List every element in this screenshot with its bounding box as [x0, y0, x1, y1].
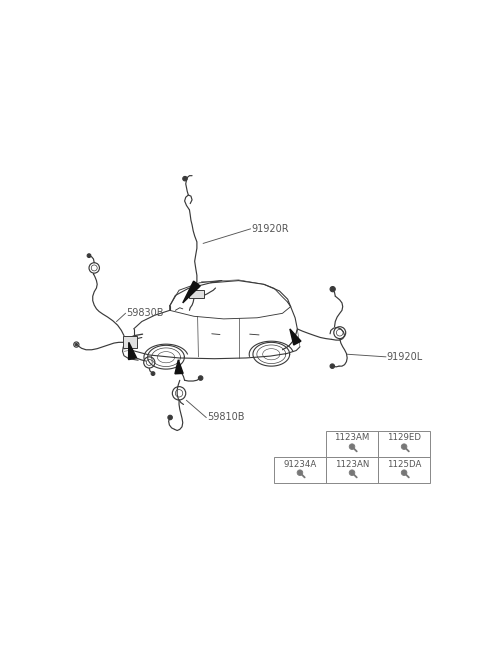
Text: 1129ED: 1129ED	[387, 433, 421, 442]
Circle shape	[402, 445, 406, 449]
Circle shape	[87, 254, 91, 257]
Bar	[123, 335, 137, 347]
Circle shape	[75, 343, 77, 345]
Circle shape	[330, 286, 335, 292]
Circle shape	[402, 470, 406, 474]
Bar	[326, 456, 378, 482]
Polygon shape	[183, 281, 200, 303]
Polygon shape	[175, 360, 183, 374]
Text: 1123AM: 1123AM	[335, 433, 370, 442]
Text: 59830B: 59830B	[126, 308, 164, 318]
Text: 1123AN: 1123AN	[335, 460, 369, 468]
Polygon shape	[129, 342, 136, 360]
Circle shape	[198, 376, 203, 380]
Bar	[378, 456, 430, 482]
Text: 91920L: 91920L	[386, 352, 423, 362]
Text: 91920R: 91920R	[252, 224, 289, 233]
Text: 91234A: 91234A	[283, 460, 317, 468]
Text: 1125DA: 1125DA	[387, 460, 421, 468]
Circle shape	[330, 364, 335, 368]
Circle shape	[298, 470, 302, 474]
Bar	[190, 290, 204, 298]
Text: 59810B: 59810B	[207, 412, 244, 422]
Circle shape	[168, 415, 172, 420]
Polygon shape	[290, 329, 301, 345]
Bar	[326, 431, 378, 456]
Circle shape	[350, 445, 354, 449]
Circle shape	[350, 470, 354, 474]
Bar	[378, 431, 430, 456]
Circle shape	[151, 372, 155, 376]
Circle shape	[183, 177, 187, 181]
Bar	[274, 456, 326, 482]
